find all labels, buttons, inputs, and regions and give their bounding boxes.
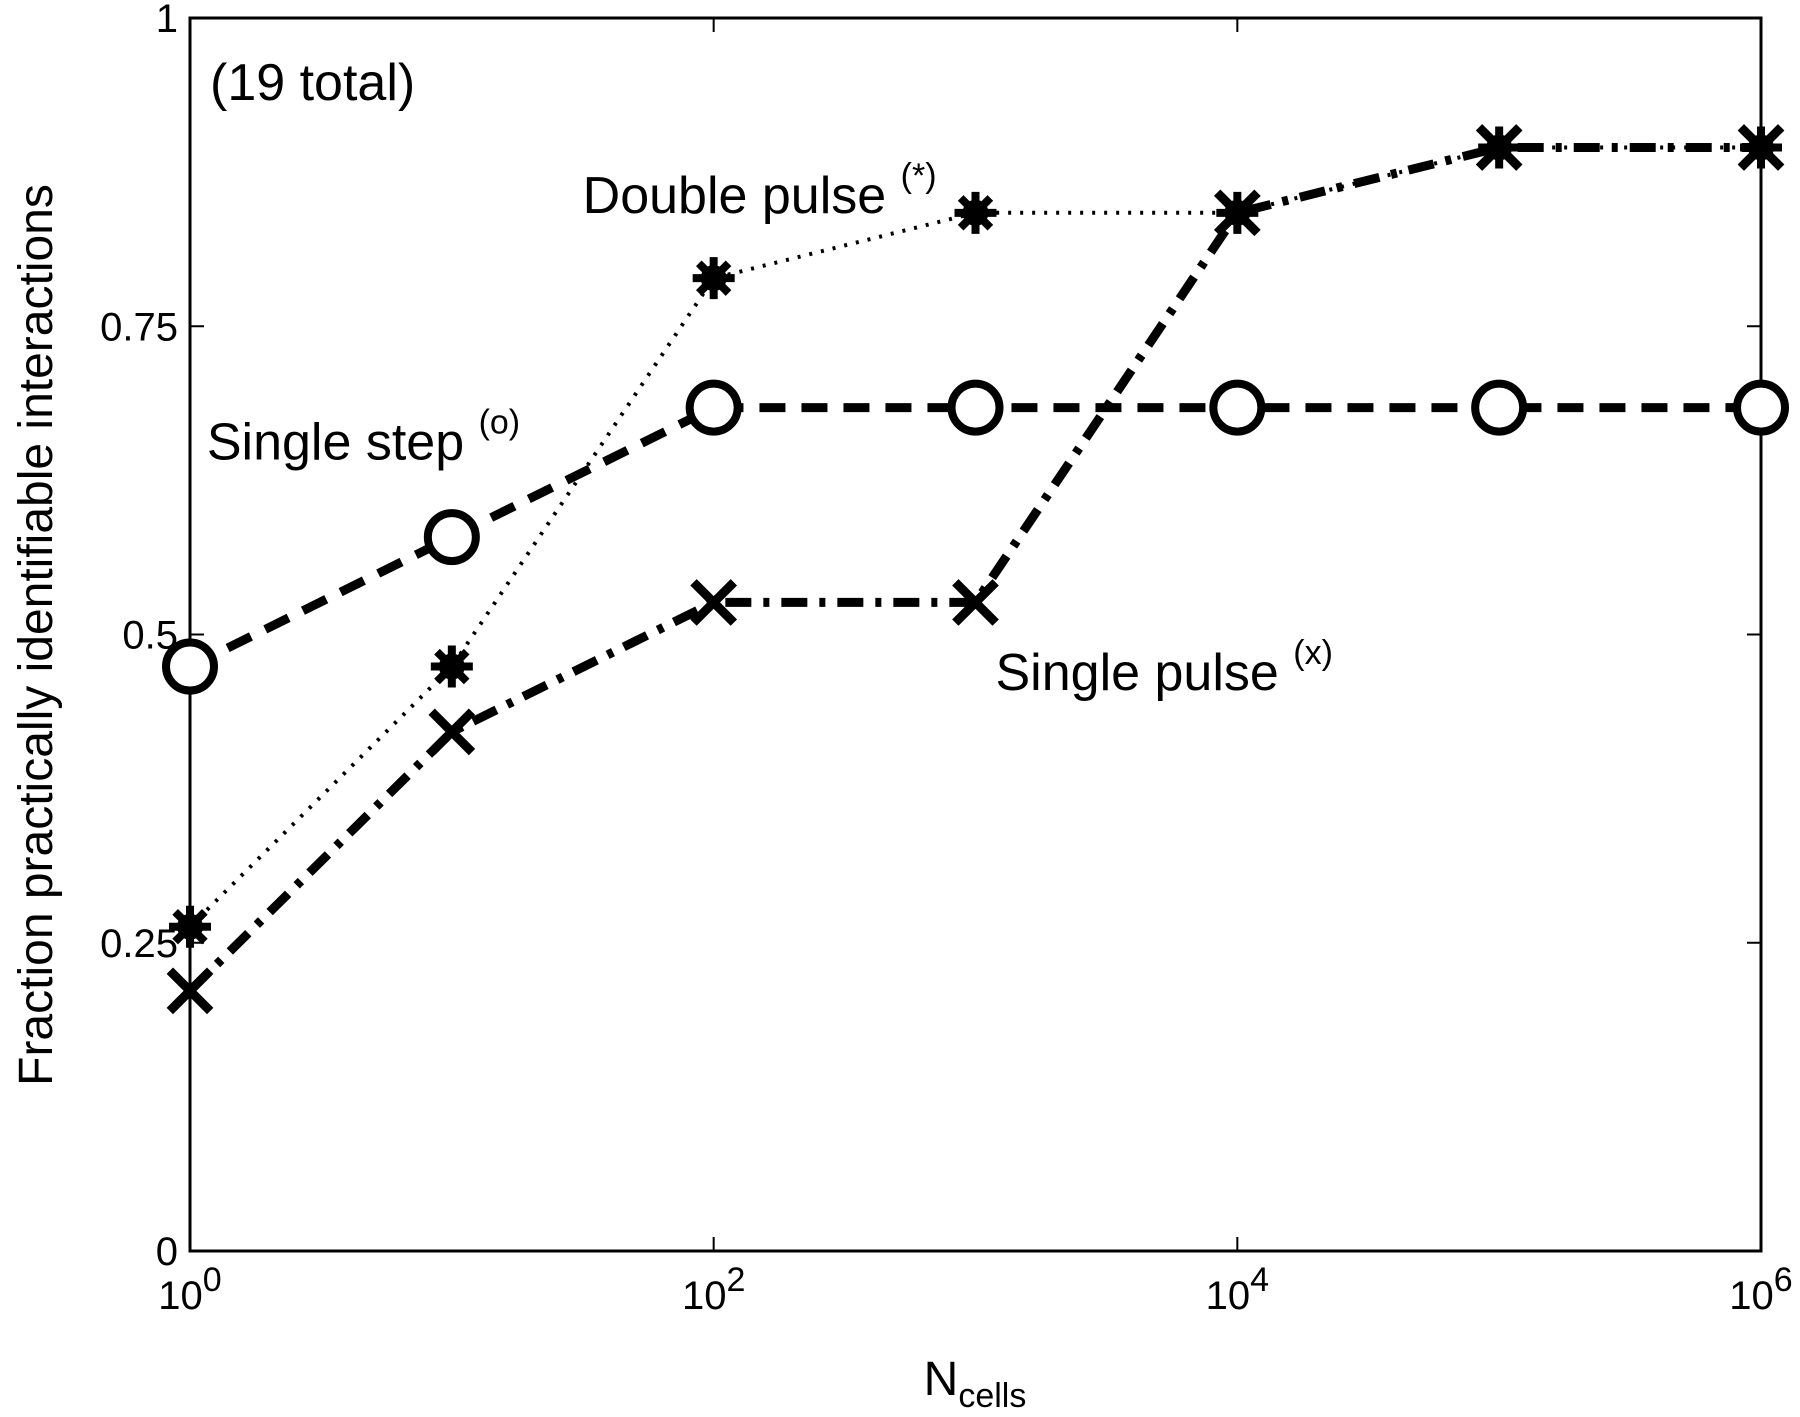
- series-label: Single step (o): [207, 403, 520, 471]
- x-marker: [166, 967, 214, 1015]
- asterisk-marker: [954, 191, 997, 234]
- x-tick-label: 102: [682, 1261, 745, 1318]
- x-marker: [428, 708, 476, 756]
- y-tick-label: 0.25: [100, 922, 178, 966]
- circle-marker: [1471, 379, 1528, 436]
- series-labels: Single step (o) Double pulse (*) Single pu…: [207, 157, 1333, 702]
- x-marker: [952, 579, 999, 626]
- y-axis-title: Fraction practically identifiable intera…: [10, 184, 63, 1086]
- circle-marker: [423, 509, 480, 566]
- series-markers: [162, 124, 1789, 1015]
- corner-annotation: (19 total): [210, 54, 415, 112]
- asterisk-spoke: [957, 195, 994, 231]
- circle-marker: [1209, 379, 1266, 436]
- circle-marker: [685, 379, 742, 436]
- asterisk-spoke: [695, 260, 732, 296]
- y-tick-label: 0: [156, 1230, 178, 1274]
- y-tick-label: 0.75: [100, 305, 178, 349]
- asterisk-marker: [692, 257, 735, 300]
- x-marker: [1475, 124, 1523, 171]
- series-label: Double pulse (*): [583, 157, 937, 225]
- series-label: Single pulse (x): [996, 634, 1333, 702]
- x-tick-label: 100: [158, 1261, 221, 1318]
- circle-marker: [1733, 379, 1789, 436]
- x-tick-label: 106: [1729, 1261, 1792, 1318]
- asterisk-marker: [169, 905, 211, 948]
- asterisk-spoke: [434, 648, 470, 685]
- x-marker: [1737, 124, 1785, 171]
- y-tick-label: 1: [156, 0, 178, 41]
- circle-marker: [162, 638, 218, 695]
- x-marker: [690, 579, 738, 626]
- x-marker: [1213, 189, 1261, 237]
- x-axis-title: Ncells: [924, 1353, 1027, 1415]
- circle-marker: [947, 379, 1004, 436]
- asterisk-marker: [430, 645, 473, 688]
- asterisk-spoke: [172, 909, 208, 945]
- x-tick-label: 104: [1206, 1261, 1269, 1318]
